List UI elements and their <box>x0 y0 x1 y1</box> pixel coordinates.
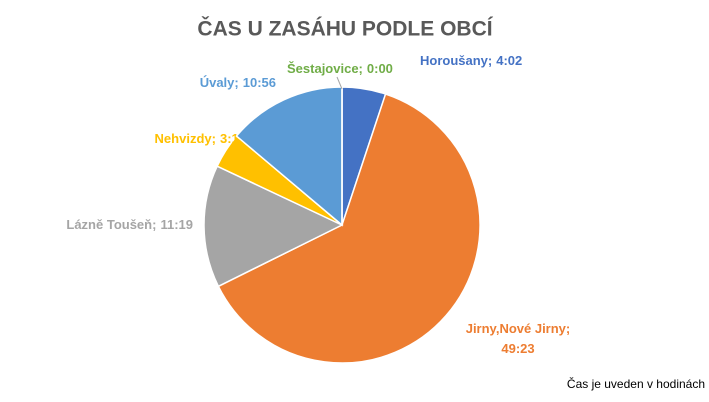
label-separator: ; <box>359 61 363 76</box>
data-label: Lázně Toušeň; 11:19 <box>66 217 193 232</box>
pie-slice <box>235 86 343 227</box>
category-label: Nehvizdy <box>155 131 213 146</box>
label-separator: ; <box>152 217 156 232</box>
category-label: Horoušany <box>420 53 489 68</box>
data-label: Úvaly; 10:56 <box>200 75 276 90</box>
category-label: Úvaly <box>200 75 235 90</box>
data-label: Nehvizdy; 3:16 <box>155 131 246 146</box>
data-label: Jirny,Nové Jirny; 49:23 <box>466 321 571 356</box>
value-label: 49:23 <box>501 341 534 356</box>
value-label: 11:19 <box>160 217 193 232</box>
pie-slice <box>217 93 481 364</box>
value-label: 4:02 <box>496 53 522 68</box>
chart-title: ČAS U ZASÁHU PODLE OBCÍ <box>197 17 493 41</box>
value-label: 10:56 <box>243 75 276 90</box>
leader-line <box>336 76 343 90</box>
category-label: Lázně Toušeň <box>66 217 152 232</box>
category-label: Šestajovice <box>287 61 359 76</box>
label-separator: ; <box>212 131 216 146</box>
label-separator: ; <box>488 53 492 68</box>
label-separator: ; <box>234 75 238 90</box>
pie-slice <box>203 165 344 288</box>
label-separator: ; <box>566 321 570 336</box>
footnote: Čas je uveden v hodinách <box>567 376 705 391</box>
data-label: Šestajovice; 0:00 <box>287 61 393 76</box>
data-label: Horoušany; 4:02 <box>420 53 522 68</box>
value-label: 0:00 <box>367 61 393 76</box>
category-label: Jirny,Nové Jirny <box>466 321 567 336</box>
